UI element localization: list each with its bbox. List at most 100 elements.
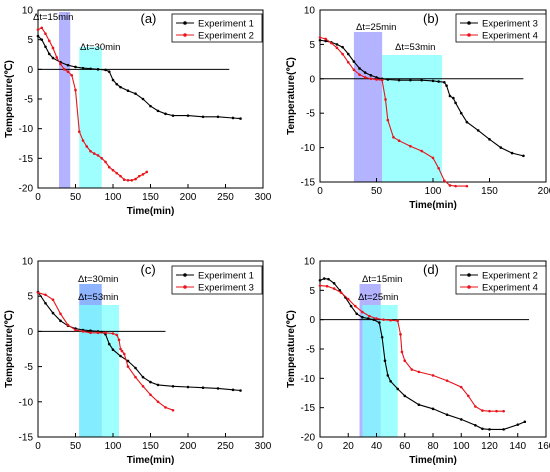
data-point (396, 319, 399, 323)
delta-t-label: Δt=30min (80, 42, 120, 53)
x-tick-label: 150 (142, 192, 159, 203)
data-point (445, 413, 449, 417)
y-tick-label: -15 (301, 403, 316, 414)
data-point (40, 38, 44, 41)
data-point (137, 174, 141, 178)
legend-label: Experiment 4 (482, 31, 538, 42)
data-point (383, 359, 387, 363)
x-tick-label: 60 (399, 441, 411, 452)
data-point (231, 116, 235, 120)
data-point (502, 409, 505, 413)
series-line-1 (37, 35, 241, 120)
data-point (186, 385, 190, 389)
data-point (126, 365, 130, 368)
x-tick-label: 0 (35, 441, 41, 452)
x-tick-label: 50 (70, 441, 82, 452)
data-point (216, 387, 220, 390)
legend-label: Experiment 1 (198, 19, 254, 30)
data-point (111, 332, 115, 335)
data-point (111, 348, 115, 352)
x-tick-label: 200 (538, 186, 550, 197)
data-point (59, 62, 62, 66)
data-point (126, 178, 130, 182)
data-point (318, 279, 322, 282)
x-axis-label: Time(min) (409, 200, 457, 211)
data-point (361, 310, 364, 314)
series-line-1 (319, 39, 524, 157)
data-point (465, 120, 469, 124)
data-point (409, 144, 412, 148)
data-point (130, 178, 134, 182)
data-point (111, 168, 115, 172)
x-tick-label: 150 (142, 441, 159, 452)
delta-t-label: Δt=53min (395, 42, 435, 53)
data-point (431, 79, 435, 83)
y-tick-label: -5 (306, 109, 315, 120)
y-axis-label: Temperature(℃) (4, 60, 15, 138)
x-tick-label: 100 (425, 186, 442, 197)
legend-marker (183, 285, 187, 289)
data-point (358, 67, 361, 70)
data-point (352, 68, 356, 72)
legend-marker (183, 21, 187, 25)
data-point (122, 178, 126, 181)
x-tick-label: 120 (481, 441, 498, 452)
data-point (318, 38, 322, 42)
data-point (36, 34, 40, 38)
data-point (420, 149, 424, 153)
data-point (44, 32, 47, 36)
data-point (341, 52, 344, 56)
data-point (149, 380, 152, 384)
data-point (141, 385, 145, 388)
y-tick-label: -10 (301, 143, 316, 154)
data-point (409, 78, 412, 82)
data-point (327, 277, 330, 281)
data-point (239, 117, 242, 120)
data-point (403, 394, 407, 398)
data-point (499, 146, 503, 149)
data-point (77, 130, 81, 133)
data-point (452, 96, 455, 100)
delta-t-band-2 (382, 55, 443, 182)
data-point (443, 179, 446, 182)
data-point (47, 52, 51, 56)
data-point (231, 388, 235, 392)
data-point (74, 328, 77, 332)
data-point (171, 114, 175, 117)
delta-t-label: Δt=25min (358, 292, 398, 303)
data-point (368, 314, 371, 318)
data-point (417, 403, 421, 407)
series-line-2 (319, 285, 504, 412)
data-point (431, 407, 435, 411)
data-point (62, 68, 66, 71)
series-line-1 (37, 291, 241, 392)
y-tick-label: -5 (24, 362, 33, 373)
data-point (59, 312, 62, 316)
data-point (92, 152, 96, 155)
data-point (134, 366, 137, 370)
data-point (81, 66, 85, 70)
data-point (361, 316, 364, 319)
data-point (403, 359, 407, 363)
data-point (40, 26, 44, 30)
data-point (481, 409, 484, 412)
data-point (459, 111, 463, 115)
y-tick-label: -20 (301, 433, 316, 444)
data-point (389, 318, 392, 322)
y-tick-label: -10 (301, 374, 316, 385)
data-point (366, 317, 370, 320)
data-point (115, 171, 119, 175)
data-point (417, 370, 421, 374)
data-point (396, 387, 399, 391)
data-point (134, 375, 137, 379)
x-tick-label: 50 (70, 192, 82, 203)
data-point (322, 277, 326, 280)
x-tick-label: 200 (180, 441, 197, 452)
data-point (70, 73, 74, 77)
data-point (149, 104, 152, 108)
data-point (522, 154, 525, 158)
data-point (488, 138, 491, 141)
data-point (386, 78, 390, 81)
data-point (324, 39, 327, 43)
